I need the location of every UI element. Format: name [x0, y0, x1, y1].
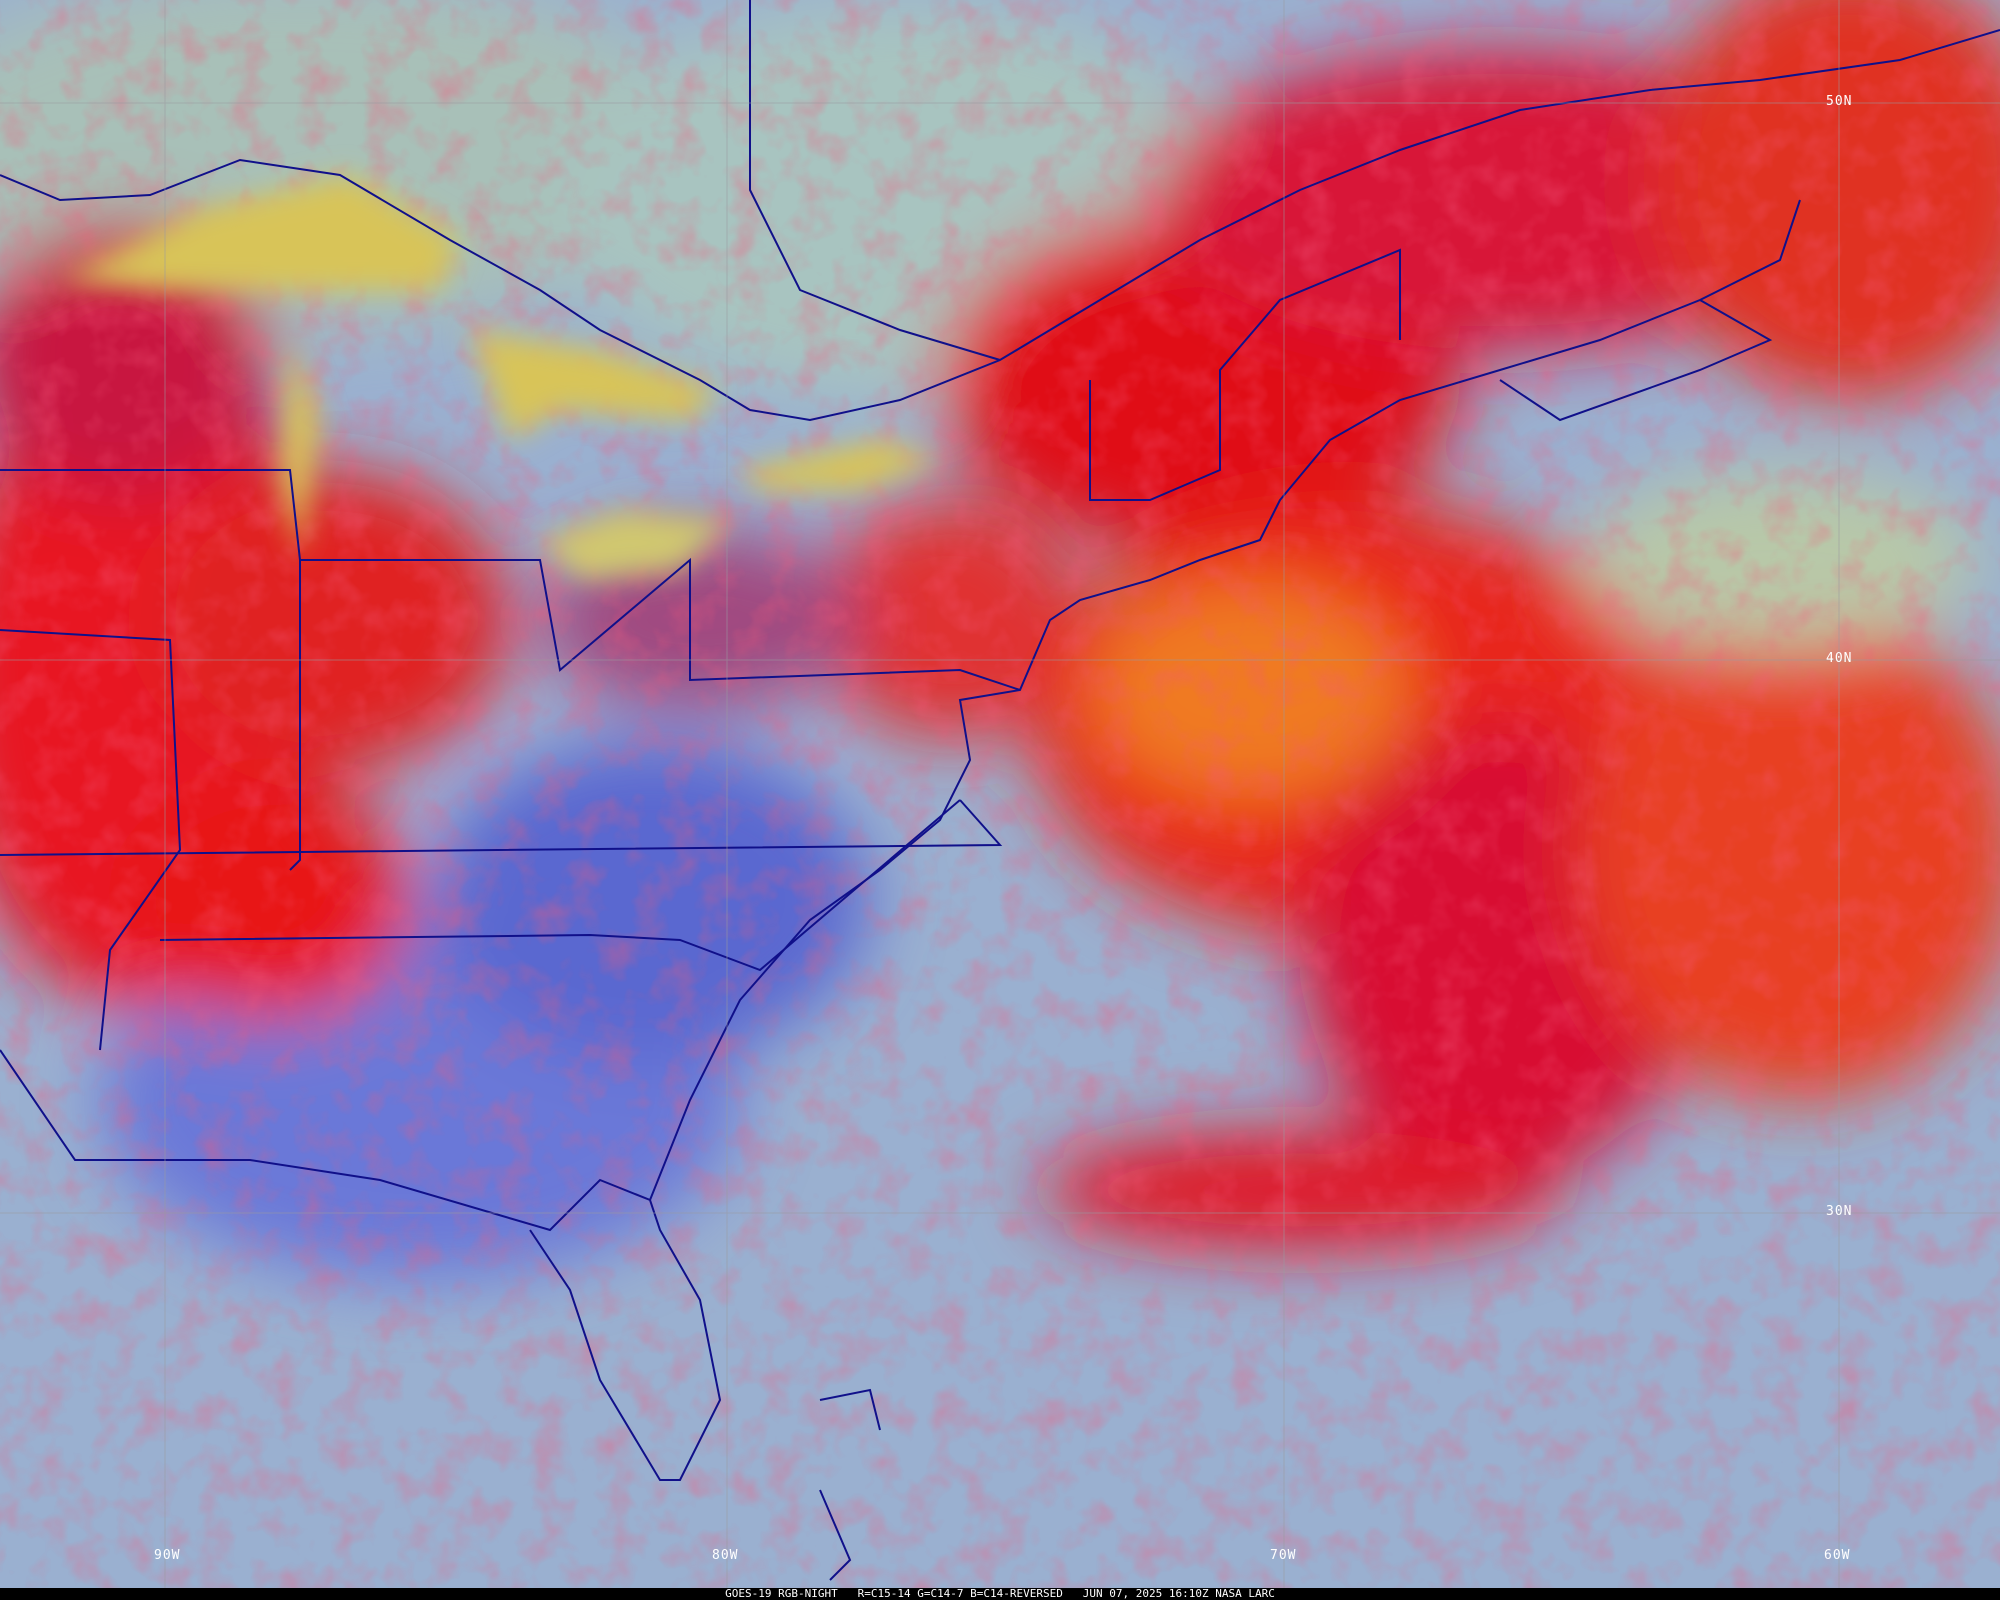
timestamp: JUN 07, 2025 16:10Z: [1082, 1587, 1209, 1600]
longitude-label: 90W: [154, 1548, 181, 1563]
longitude-label: 70W: [1270, 1548, 1297, 1563]
longitude-label: 60W: [1824, 1548, 1851, 1563]
latitude-label: 40N: [1826, 651, 1853, 666]
channel-recipe: R=C15-14 G=C14-7 B=C14-REVERSED: [857, 1587, 1063, 1600]
satellite-name: GOES-19: [725, 1587, 772, 1600]
longitude-label: 80W: [712, 1548, 739, 1563]
latitude-label: 30N: [1826, 1204, 1853, 1219]
latitude-label: 50N: [1826, 94, 1853, 109]
credit: NASA LARC: [1215, 1587, 1275, 1600]
great-lakes: [60, 175, 940, 580]
product-name: RGB-NIGHT: [778, 1587, 838, 1600]
image-caption: GOES-19 RGB-NIGHT R=C15-14 G=C14-7 B=C14…: [0, 1588, 2000, 1600]
